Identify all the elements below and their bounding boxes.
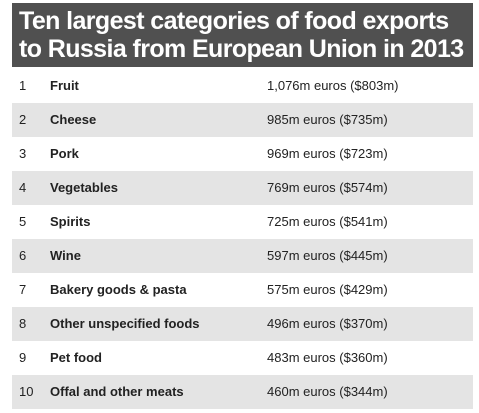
rank-cell: 2	[19, 112, 27, 127]
value-cell: 1,076m euros ($803m)	[267, 78, 399, 93]
table-row: 9 Pet food 483m euros ($360m)	[12, 341, 473, 375]
value-cell: 969m euros ($723m)	[267, 146, 388, 161]
category-cell: Bakery goods & pasta	[50, 282, 187, 297]
category-cell: Pet food	[50, 350, 102, 365]
rank-cell: 7	[19, 282, 27, 297]
table-row: 7 Bakery goods & pasta 575m euros ($429m…	[12, 273, 473, 307]
category-cell: Vegetables	[50, 180, 118, 195]
rank-cell: 10	[19, 384, 34, 399]
value-cell: 725m euros ($541m)	[267, 214, 388, 229]
value-cell: 597m euros ($445m)	[267, 248, 388, 263]
table-row: 8 Other unspecified foods 496m euros ($3…	[12, 307, 473, 341]
table-row: 5 Spirits 725m euros ($541m)	[12, 205, 473, 239]
rank-cell: 9	[19, 350, 27, 365]
table-row: 6 Wine 597m euros ($445m)	[12, 239, 473, 273]
value-cell: 769m euros ($574m)	[267, 180, 388, 195]
value-cell: 483m euros ($360m)	[267, 350, 388, 365]
exports-table: 1 Fruit 1,076m euros ($803m) 2 Cheese 98…	[12, 69, 473, 409]
category-cell: Fruit	[50, 78, 79, 93]
category-cell: Cheese	[50, 112, 97, 127]
category-cell: Spirits	[50, 214, 91, 229]
rank-cell: 1	[19, 78, 27, 93]
rank-cell: 3	[19, 146, 27, 161]
table-row: 3 Pork 969m euros ($723m)	[12, 137, 473, 171]
value-cell: 460m euros ($344m)	[267, 384, 388, 399]
title-bar: Ten largest categories of food exports t…	[12, 3, 473, 67]
value-cell: 985m euros ($735m)	[267, 112, 388, 127]
value-cell: 575m euros ($429m)	[267, 282, 388, 297]
rank-cell: 8	[19, 316, 27, 331]
table-row: 10 Offal and other meats 460m euros ($34…	[12, 375, 473, 409]
table-row: 4 Vegetables 769m euros ($574m)	[12, 171, 473, 205]
rank-cell: 4	[19, 180, 27, 195]
category-cell: Wine	[50, 248, 81, 263]
table-row: 2 Cheese 985m euros ($735m)	[12, 103, 473, 137]
table-row: 1 Fruit 1,076m euros ($803m)	[12, 69, 473, 103]
category-cell: Pork	[50, 146, 79, 161]
chart-title: Ten largest categories of food exports t…	[19, 7, 464, 63]
category-cell: Other unspecified foods	[50, 316, 200, 331]
rank-cell: 6	[19, 248, 27, 263]
rank-cell: 5	[19, 214, 27, 229]
category-cell: Offal and other meats	[50, 384, 184, 399]
value-cell: 496m euros ($370m)	[267, 316, 388, 331]
